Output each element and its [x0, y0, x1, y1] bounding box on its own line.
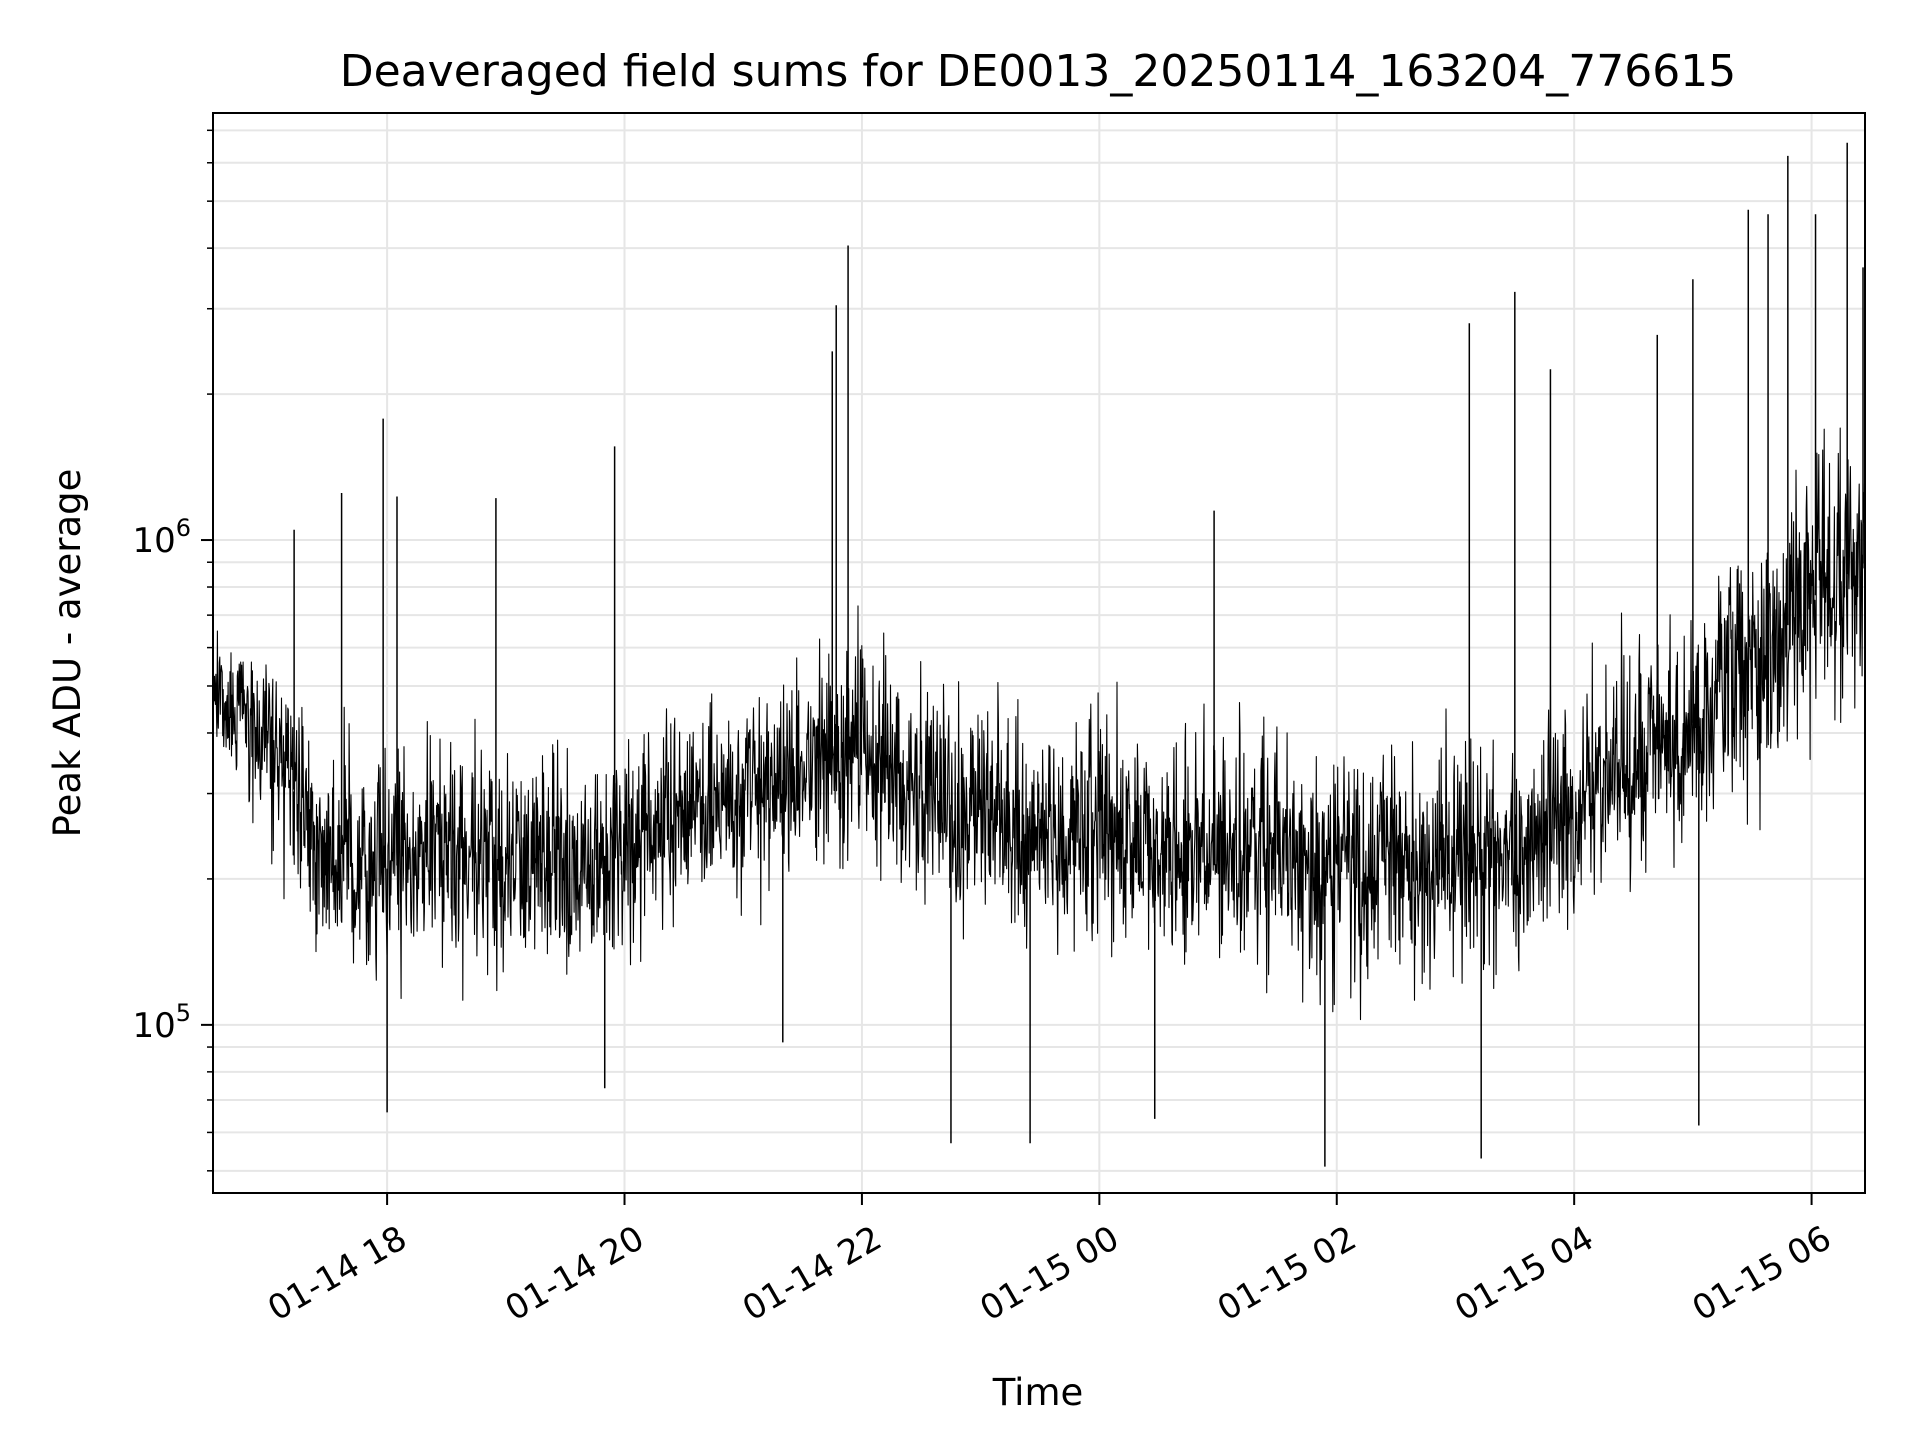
series-line: [212, 427, 1866, 1021]
plot-frame: [212, 112, 1866, 1194]
y-tick-label: 105: [132, 999, 191, 1046]
x-axis-label: Time: [992, 1371, 1084, 1414]
y-tick-label: 106: [132, 514, 191, 561]
y-axis: 105 106: [132, 129, 213, 1172]
y-axis-label: Peak ADU - average: [46, 469, 89, 838]
chart-title: Deaveraged field sums for DE0013_2025011…: [340, 46, 1737, 97]
data-series: [212, 142, 1866, 1167]
